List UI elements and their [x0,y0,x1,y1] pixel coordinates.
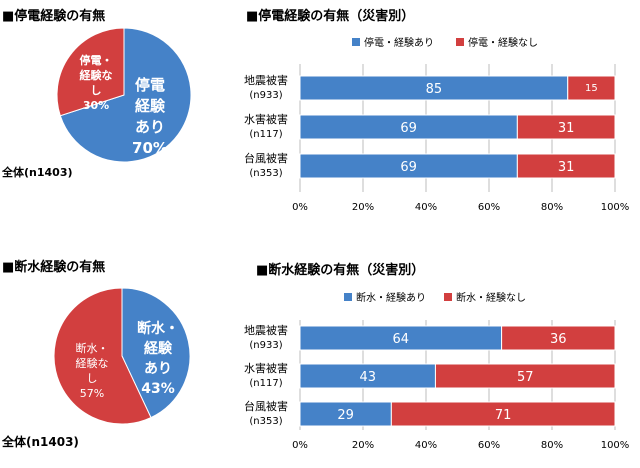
pie-slice-label: し [87,372,98,385]
bar-segment [299,325,503,351]
x-tick-label: 40% [415,202,437,213]
bar-value-label: 57 [517,370,534,385]
chart-title: ■停電経験の有無（災害別） [246,8,414,24]
chart-caption: 全体(n1403) [1,434,79,449]
legend-swatch [456,38,464,46]
pie-slice-label: 断水・ [137,320,179,337]
pie-slice [53,287,152,425]
category-label: 台風被害 [244,151,288,165]
pie-slice-label: 停電・ [80,53,113,67]
bar-segment [516,153,616,179]
bar-segment [390,401,616,427]
bar-value-label: 36 [550,332,567,347]
legend-swatch [344,293,352,301]
category-label: 地震被害 [244,73,288,87]
x-tick-label: 0% [292,440,308,451]
bar-segment [501,325,616,351]
bar-value-label: 15 [585,83,598,94]
x-tick-label: 80% [541,202,563,213]
legend-label: 断水・経験なし [456,291,526,304]
chart-title: ■停電経験の有無 [2,8,105,24]
legend-label: 停電・経験なし [468,36,538,49]
x-tick-label: 100% [601,202,630,213]
chart-title: ■断水経験の有無（災害別） [256,262,424,278]
x-tick-label: 80% [541,440,563,451]
bar-segment [299,153,518,179]
pie-value-label: 30% [83,99,109,112]
x-tick-label: 100% [601,440,630,451]
bar-value-label: 69 [400,121,417,136]
bar-value-label: 85 [426,82,443,97]
pie-slice [121,287,191,419]
bar-segment [567,75,616,101]
bar-segment [299,401,392,427]
category-label: 地震被害 [244,323,288,337]
pie-slice-label: あり [135,118,165,136]
x-tick-label: 20% [352,202,374,213]
category-n-label: (n933) [249,340,282,351]
legend-swatch [352,38,360,46]
pie-slice-label: 経験 [135,97,166,115]
bar-segment [299,75,569,101]
category-n-label: (n353) [249,416,282,427]
x-tick-label: 40% [415,440,437,451]
category-n-label: (n117) [249,378,282,389]
chart-title: ■断水経験の有無 [2,259,105,275]
chart-caption: 全体(n1403) [1,165,73,179]
x-tick-label: 20% [352,440,374,451]
category-n-label: (n353) [249,168,282,179]
bar-segment [434,363,616,389]
pie-slice-label: 経験な [76,356,109,370]
legend-swatch [444,293,452,301]
bar-segment [299,363,436,389]
pie-slice-label: 経験 [144,340,173,357]
bar-value-label: 29 [337,408,354,423]
bar-value-label: 71 [495,408,512,423]
category-n-label: (n933) [249,90,282,101]
category-n-label: (n117) [249,129,282,140]
pie-slice-label: 経験な [80,68,113,82]
pie-slice [56,27,125,117]
bar-value-label: 69 [400,160,417,175]
legend-label: 停電・経験あり [364,36,434,49]
bar-value-label: 31 [558,160,575,175]
category-label: 水害被害 [244,361,288,375]
x-tick-label: 0% [292,202,308,213]
pie-slice [59,27,192,163]
pie-slice-label: あり [144,361,172,377]
pie-value-label: 70% [132,139,168,157]
bar-segment [516,114,616,140]
bar-value-label: 31 [558,121,575,136]
pie-slice-label: 停電 [135,76,165,94]
x-tick-label: 60% [478,202,500,213]
bar-value-label: 43 [359,370,376,385]
category-label: 水害被害 [244,112,288,126]
pie-value-label: 57% [80,387,104,400]
legend-label: 断水・経験あり [356,291,426,304]
x-tick-label: 60% [478,440,500,451]
pie-slice-label: 断水・ [76,341,109,355]
category-label: 台風被害 [244,399,288,413]
pie-value-label: 43% [141,381,175,397]
bar-value-label: 64 [393,332,410,347]
pie-slice-label: し [91,84,102,97]
